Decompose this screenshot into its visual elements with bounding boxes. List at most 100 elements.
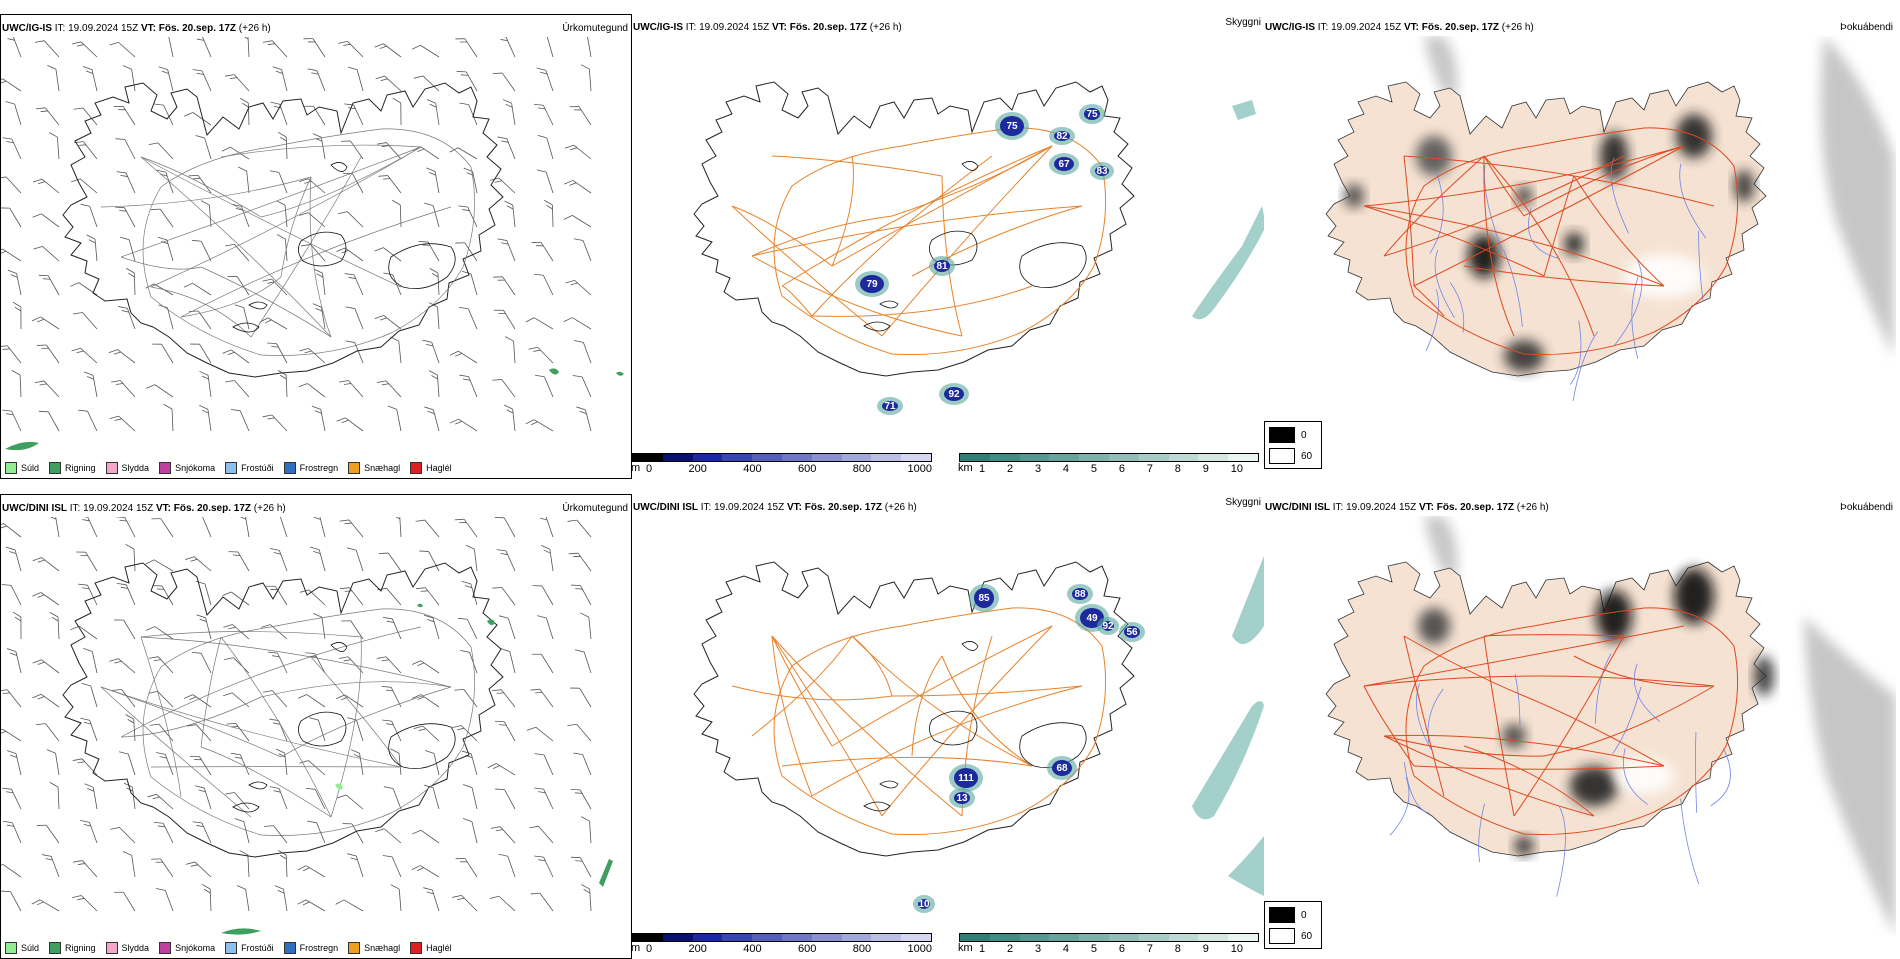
road — [101, 687, 251, 817]
wind-barb — [307, 818, 325, 846]
height-tick: 400 — [743, 943, 761, 955]
wind-barb — [300, 586, 325, 610]
height-tick: 200 — [689, 463, 707, 475]
road — [143, 609, 475, 836]
fog-swatch-light — [1269, 448, 1295, 464]
vis-color-step — [1079, 454, 1109, 461]
wind-barb — [223, 690, 249, 714]
wind-barb — [240, 850, 249, 877]
panel-title: UWC/IG-IS IT: 19.09.2024 15Z VT: Fös. 20… — [633, 22, 902, 33]
legend-swatch — [159, 942, 171, 954]
road — [121, 697, 261, 737]
wind-barb — [154, 819, 173, 847]
wind-barb — [497, 134, 515, 162]
wind-barb — [463, 817, 477, 845]
wind-barb — [412, 144, 439, 166]
wind-barb — [270, 546, 287, 574]
wind-barb — [393, 98, 401, 125]
legend-swatch — [225, 462, 237, 474]
wind-barb — [186, 859, 211, 883]
road — [121, 257, 201, 269]
wind-barb — [193, 37, 211, 60]
legend-item: Frostregn — [284, 942, 339, 954]
glacier-outline — [864, 322, 890, 331]
wind-barb — [390, 336, 401, 364]
wind-barbs — [1, 37, 591, 438]
wind-barb — [299, 757, 325, 781]
wind-barb — [110, 39, 135, 63]
wind-barb — [225, 71, 249, 96]
wind-barb — [537, 613, 553, 641]
height-tick: 0 — [646, 463, 652, 475]
fog-low-label: 0 — [1301, 430, 1307, 441]
wind-barb — [263, 37, 287, 62]
wind-barb — [503, 98, 515, 126]
legend-item: Rigning — [49, 462, 96, 474]
road — [852, 636, 892, 696]
height-color-step — [752, 454, 782, 461]
wind-barb — [412, 863, 439, 884]
vis-color-step — [1109, 454, 1139, 461]
wind-barb — [276, 748, 287, 776]
wind-barb — [501, 647, 515, 675]
fog-band — [1821, 36, 1894, 356]
precip-patch — [487, 619, 495, 625]
wind-barb — [193, 517, 211, 540]
wind-barb — [571, 853, 591, 881]
road — [772, 636, 812, 796]
height-color-step — [901, 934, 931, 941]
wind-barb — [429, 370, 439, 397]
wind-barb — [73, 309, 97, 335]
wind-barb — [344, 101, 363, 129]
wind-barb — [37, 341, 59, 368]
height-color-step — [633, 454, 663, 461]
wind-barb — [459, 372, 477, 400]
fog-patch — [1564, 232, 1584, 256]
wind-barb — [462, 749, 477, 777]
wind-barb — [458, 615, 477, 643]
wind-barb — [351, 748, 363, 776]
wind-barb — [573, 372, 591, 400]
wind-barb — [39, 407, 59, 434]
vis-tick: 3 — [1035, 463, 1041, 475]
wind-barb — [564, 315, 591, 336]
wind-barb — [340, 517, 363, 542]
precip-map — [1, 517, 632, 937]
wind-barb — [457, 68, 477, 95]
wind-barb — [534, 853, 553, 881]
wind-barb — [298, 897, 325, 918]
cloud-band — [1228, 836, 1264, 896]
legend-label: Frostregn — [300, 943, 339, 953]
wind-barb — [78, 407, 97, 435]
wind-barb — [83, 647, 97, 675]
wind-barb — [84, 370, 97, 398]
wind-barb — [377, 377, 401, 402]
glacier-outline — [962, 161, 978, 170]
wind-barb — [184, 281, 211, 302]
precip-patch — [335, 784, 343, 790]
road — [912, 656, 942, 756]
cloud-band — [1192, 701, 1264, 819]
glacier-outline — [233, 803, 259, 812]
cloud-height-label: 83 — [1096, 166, 1108, 177]
road — [732, 206, 832, 266]
wind-barb — [1, 726, 21, 747]
wind-barb — [391, 884, 401, 912]
wind-barb — [7, 749, 21, 777]
wind-barb — [300, 345, 325, 369]
field-name: Úrkomutegund — [562, 23, 628, 34]
wind-barb — [114, 616, 135, 643]
legend-label: Snjókoma — [175, 943, 215, 953]
wind-barb — [82, 681, 97, 709]
field-name: Skyggni — [1225, 17, 1261, 28]
wind-barb — [505, 336, 515, 363]
wind-barb — [83, 65, 97, 93]
wind-barb — [375, 245, 401, 268]
wind-barb — [111, 377, 135, 403]
wind-barb — [412, 658, 439, 680]
road — [121, 147, 421, 257]
